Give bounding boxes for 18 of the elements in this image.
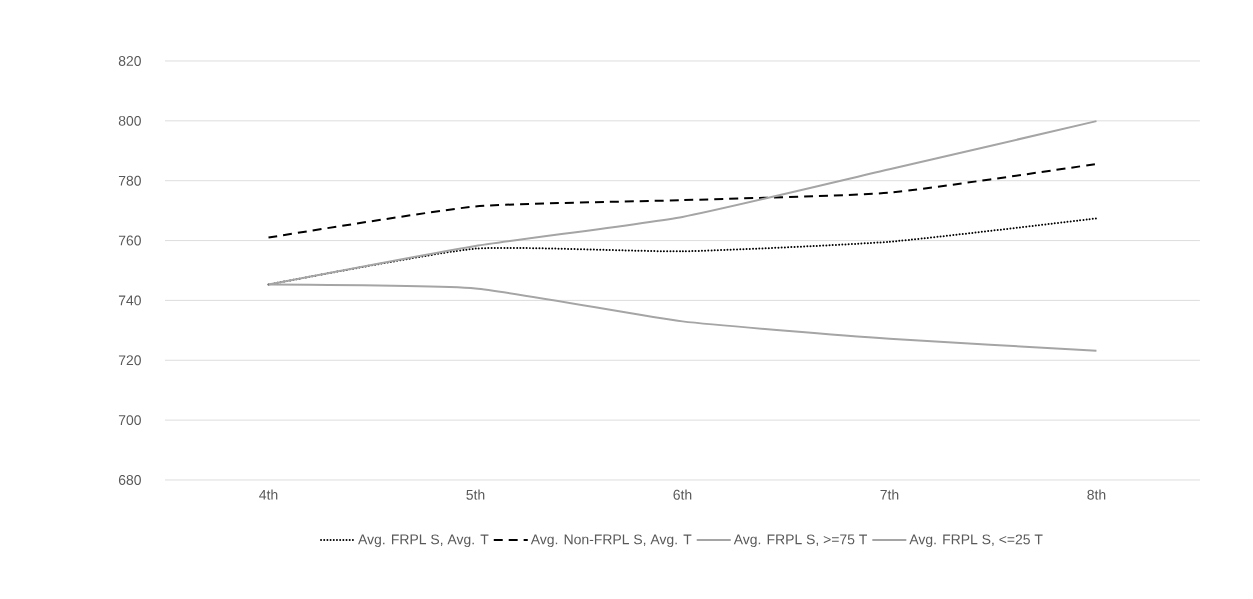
y-tick-label: 820 bbox=[118, 56, 141, 66]
legend-label: Avg. FRPL S, Avg. T bbox=[358, 534, 489, 548]
x-tick-label: 8th bbox=[1087, 489, 1106, 500]
y-tick-label: 780 bbox=[118, 175, 141, 186]
x-tick-label: 5th bbox=[466, 489, 485, 500]
y-tick-label: 700 bbox=[118, 415, 141, 426]
x-tick-label: 6th bbox=[673, 489, 692, 500]
line-series bbox=[267, 162, 1098, 239]
legend-label: Avg. Non-FRPL S, Avg. T bbox=[530, 534, 692, 548]
y-tick-label: 760 bbox=[118, 235, 141, 246]
x-tick-label: 4th bbox=[259, 489, 278, 500]
y-tick-label: 740 bbox=[118, 295, 141, 306]
y-tick-label: 680 bbox=[118, 475, 141, 485]
y-tick-label: 800 bbox=[118, 115, 141, 126]
legend-label: Avg. FRPL S, <=25 T bbox=[909, 534, 1043, 548]
legend-label: Avg. FRPL S, >=75 T bbox=[733, 534, 867, 548]
x-tick-label: 7th bbox=[880, 489, 899, 500]
y-tick-label: 720 bbox=[118, 355, 141, 366]
